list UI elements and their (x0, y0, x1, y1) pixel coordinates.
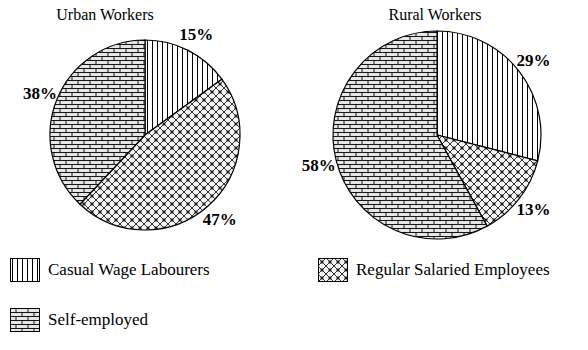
svg-text:38%: 38% (23, 84, 57, 103)
svg-text:15%: 15% (179, 25, 213, 44)
svg-text:29%: 29% (516, 51, 550, 70)
svg-text:47%: 47% (203, 210, 237, 229)
html-text:Rural Workers: Rural Workers (388, 6, 482, 23)
html-text:Regular Salaried Employees: Regular Salaried Employees (356, 260, 550, 279)
html-text:Urban Workers: Urban Workers (56, 6, 154, 23)
html-text:Casual Wage Labourers: Casual Wage Labourers (48, 260, 210, 279)
html-text:Self-employed: Self-employed (48, 310, 149, 329)
svg-text:13%: 13% (516, 200, 550, 219)
svg-text:58%: 58% (302, 156, 336, 175)
